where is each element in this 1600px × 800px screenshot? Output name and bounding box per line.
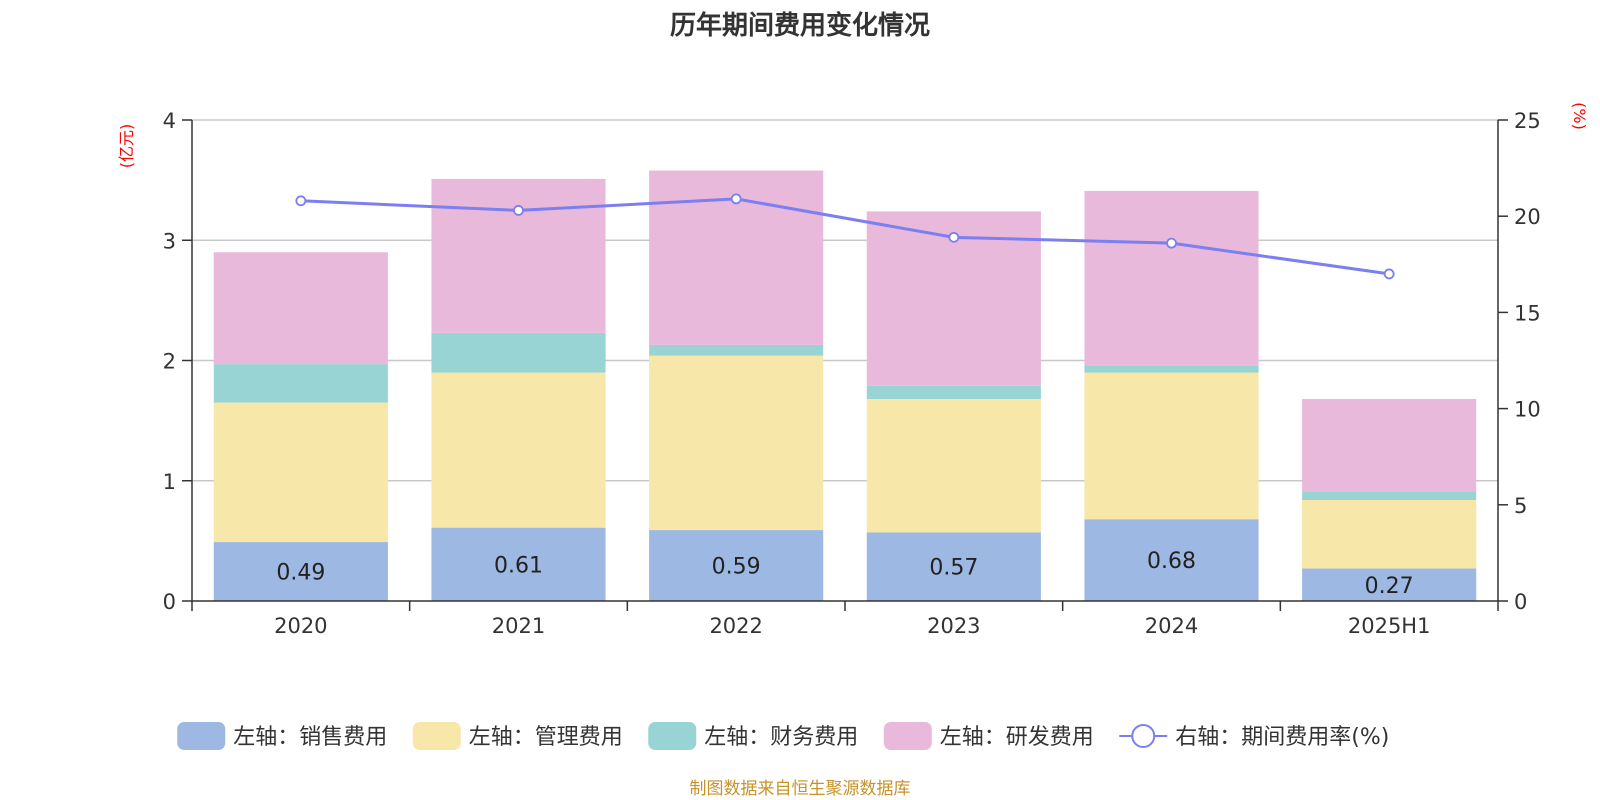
bars-group: 0.49 0.61 0.59 0.57 0.68 0.27 xyxy=(213,170,1477,601)
bar-segment-1 xyxy=(649,530,824,601)
bar-segment-1 xyxy=(866,532,1041,601)
legend-swatch xyxy=(177,722,226,750)
bar-segment-4 xyxy=(1084,190,1259,366)
bar-segment-3 xyxy=(431,332,606,373)
x-axis-tick-label: 2022 xyxy=(709,614,762,638)
left-axis-tick-label: 2 xyxy=(163,350,176,374)
bar-segment-3 xyxy=(1084,365,1259,373)
bar-segment-2 xyxy=(866,398,1041,533)
bar-data-label: 0.27 xyxy=(1365,574,1414,599)
left-axis-unit: (亿元) xyxy=(117,124,136,169)
grid-lines xyxy=(192,119,1498,482)
bar-segment-1 xyxy=(1302,568,1477,601)
legend-swatch xyxy=(883,722,932,750)
chart-title: 历年期间费用变化情况 xyxy=(670,10,930,41)
legend-label: 左轴：财务费用 xyxy=(704,725,858,750)
bar-data-label: 0.57 xyxy=(929,556,978,581)
bar-segment-4 xyxy=(213,252,388,365)
right-axis-tick-label: 10 xyxy=(1514,398,1541,422)
bar-segment-3 xyxy=(213,364,388,403)
legend-marker xyxy=(1131,724,1156,748)
right-axis-tick-label: 25 xyxy=(1514,109,1541,133)
x-axis-tick-label: 2025H1 xyxy=(1348,614,1431,638)
rate-point xyxy=(1166,237,1177,249)
bar-data-label: 0.59 xyxy=(712,555,761,580)
rate-point xyxy=(948,231,960,243)
right-axis-tick-label: 20 xyxy=(1514,205,1541,229)
bar-segment-3 xyxy=(1302,491,1477,500)
legend: 左轴：销售费用 左轴：管理费用 左轴：财务费用 左轴：研发费用 右轴：期间费用率(%) xyxy=(177,722,1389,750)
bar-segment-2 xyxy=(649,355,824,531)
left-axis-tick-label: 0 xyxy=(163,590,176,614)
rate-line xyxy=(300,197,1390,276)
rate-point xyxy=(513,205,524,216)
rate-line-group xyxy=(295,193,1395,280)
x-axis-tick-label: 2023 xyxy=(927,614,980,638)
bar-segment-2 xyxy=(213,402,388,543)
legend-swatch xyxy=(648,722,697,750)
rate-point xyxy=(1383,268,1395,280)
bar-segment-4 xyxy=(1302,398,1477,492)
bar-segment-4 xyxy=(431,178,606,333)
legend-label: 左轴：销售费用 xyxy=(233,725,387,750)
left-axis-tick-label: 3 xyxy=(163,229,176,253)
bar-data-label: 0.49 xyxy=(276,561,325,586)
right-axis-tick-label: 5 xyxy=(1514,494,1527,518)
bar-segment-3 xyxy=(866,385,1041,399)
bar-segment-3 xyxy=(649,344,824,356)
legend-label: 左轴：研发费用 xyxy=(940,725,1094,750)
bar-segment-2 xyxy=(1302,499,1477,569)
left-axis-tick-label: 4 xyxy=(163,109,176,133)
right-axis-tick-label: 15 xyxy=(1514,301,1541,325)
bar-segment-1 xyxy=(431,527,606,601)
legend-label: 右轴：期间费用率(%) xyxy=(1175,725,1389,750)
rate-point xyxy=(295,195,307,207)
left-axis-tick-label: 1 xyxy=(163,470,176,494)
source-note: 制图数据来自恒生聚源数据库 xyxy=(690,779,911,799)
bar-data-label: 0.61 xyxy=(494,553,543,578)
bar-data-label: 0.68 xyxy=(1147,549,1196,574)
legend-swatch xyxy=(412,722,461,750)
x-axis-tick-label: 2020 xyxy=(274,614,327,638)
x-axis-tick-label: 2021 xyxy=(492,614,545,638)
bar-segment-1 xyxy=(213,542,388,601)
bar-segment-1 xyxy=(1084,519,1259,601)
right-axis-tick-label: 0 xyxy=(1514,590,1527,614)
x-axis-tick-label: 2024 xyxy=(1145,614,1198,638)
rate-point xyxy=(730,193,742,205)
axes-group: 0 1 2 3 4 0 5 10 15 20 25 2020 2021 2022 2023 2024 2025H… xyxy=(163,109,1541,638)
legend-label: 左轴：管理费用 xyxy=(469,725,623,750)
bar-segment-2 xyxy=(431,372,606,528)
right-axis-unit: (%) xyxy=(1570,102,1589,130)
bar-segment-2 xyxy=(1084,372,1259,520)
